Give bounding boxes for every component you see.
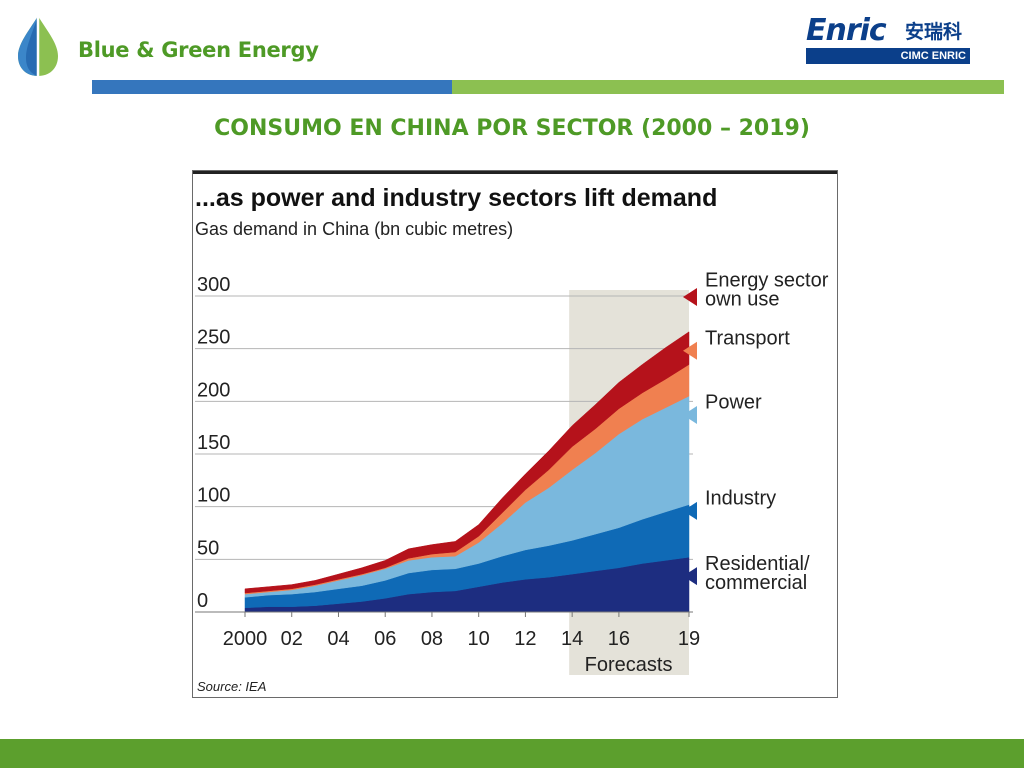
stacked-area-chart: ...as power and industry sectors lift de… [193,171,837,694]
y-tick-label: 50 [197,537,219,559]
chart-frame: ...as power and industry sectors lift de… [192,170,838,698]
legend-label-0: Residential/commercial [705,553,810,594]
legend-label-3: Transport [705,327,790,349]
x-tick-label: 08 [421,628,443,650]
header-divider [92,80,1004,94]
partner-logo-chinese: 安瑞科 [905,21,963,43]
y-tick-label: 150 [197,432,230,454]
legend-label-1: Industry [705,488,776,510]
x-tick-label: 16 [608,628,630,650]
brand-name: Blue & Green Energy [78,38,319,62]
forecast-label: Forecasts [585,654,673,676]
legend-label-4: Energy sector own use [705,270,829,311]
x-tick-label: 2000 [223,628,268,650]
legend-marker-4 [683,288,697,307]
legend-marker-3 [683,341,697,360]
brand-logo-icon [18,16,58,76]
x-tick-label: 14 [561,628,583,650]
x-tick-label: 12 [514,628,536,650]
y-tick-label: 100 [197,485,230,507]
partner-logo-word: Enric [806,13,887,48]
legend-marker-0 [683,567,697,586]
footer-bar [0,739,1024,768]
slide-title: CONSUMO EN CHINA POR SECTOR (2000 – 2019… [214,116,810,141]
legend-marker-2 [683,406,697,425]
x-tick-label: 10 [468,628,490,650]
y-tick-label: 0 [197,590,208,612]
x-tick-label: 04 [327,628,349,650]
x-tick-label: 19 [678,628,700,650]
series-area-4 [244,331,690,594]
y-tick-label: 300 [197,274,230,296]
chart-title: ...as power and industry sectors lift de… [195,184,717,212]
x-tick-label: 06 [374,628,396,650]
legend-label-2: Power [705,392,762,414]
chart-subtitle: Gas demand in China (bn cubic metres) [195,219,513,239]
chart-top-rule [193,171,837,174]
y-tick-label: 250 [197,327,230,349]
partner-logo-band: CIMC ENRIC [806,48,970,64]
chart-source: Source: IEA [197,679,266,694]
y-tick-label: 200 [197,379,230,401]
x-tick-label: 02 [281,628,303,650]
partner-logo: Enric 安瑞科 CIMC ENRIC [806,16,970,64]
legend-marker-1 [683,501,697,520]
